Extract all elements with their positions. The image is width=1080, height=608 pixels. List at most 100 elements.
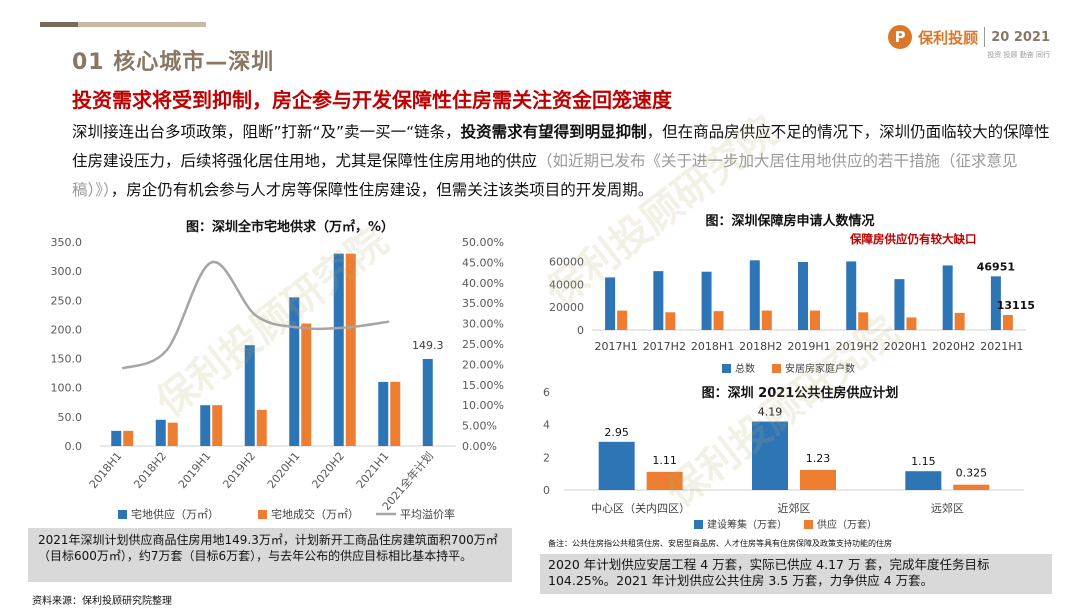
y-tick-label: 40000 — [549, 278, 584, 291]
headline: 投资需求将受到抑制，房企参与开发保障性住房需关注资金回笼速度 — [72, 88, 672, 112]
legend-label: 安居房家庭户数 — [785, 362, 855, 375]
bar-land-supply — [333, 253, 344, 446]
intro-paragraph: 深圳接连出台多项政策，阻断”打新“及”卖一买一“链条，投资需求有望得到明显抑制，… — [72, 123, 1050, 199]
y-tick-label: 2 — [543, 451, 550, 464]
public-housing-plan-chart: 0 2 4 6 2.95 1.11 中心区（关内四区） 4.19 1.23 近郊区 1.15 0.32… — [543, 386, 1024, 531]
y-left-tick-label: 200.0 — [51, 323, 83, 336]
note-left: 2021年深圳计划供应商品住房用地149.3万㎡，计划新开工商品住房建筑面积70… — [28, 528, 512, 582]
x-tick-label: 2019H1 — [176, 450, 214, 491]
bar-total-applicants — [701, 271, 712, 330]
bar-anju-households — [713, 311, 724, 330]
y-right-tick-label: 30.00% — [462, 318, 504, 331]
data-label: 2.95 — [604, 426, 629, 439]
logo-text: 保利投顾 — [918, 28, 979, 47]
legend-swatch-construction — [694, 520, 703, 529]
bar-total-applicants — [846, 261, 857, 330]
y-tick-label: 4 — [543, 419, 550, 432]
brand-logo: P 保利投顾 20 2021 投资 投顾 勤奋 同行 — [888, 22, 1050, 59]
y-left-tick-label: 50.0 — [58, 411, 83, 424]
bar-total-applicants — [894, 279, 905, 330]
note-right: 2020 年计划供应安居工程 4 万套，实际已供应 4.17 万 套，完成年度任… — [540, 554, 1052, 594]
y-left-tick-label: 150.0 — [51, 353, 83, 366]
data-label: 1.23 — [806, 452, 831, 465]
bar-land-supply — [155, 419, 166, 446]
legend-swatch-transaction — [258, 510, 267, 519]
land-supply-chart: 0.0 50.0 100.0 150.0 200.0 250.0 300.0 350.0 0.0… — [51, 236, 504, 521]
bar-land-transaction — [345, 253, 356, 446]
chart1-title: 图：深圳全市宅地供求（万㎡，%） — [185, 220, 395, 235]
x-tick-label: 2020H1 — [884, 340, 927, 353]
x-tick-label: 远郊区 — [931, 502, 964, 515]
legend-label: 平均溢价率 — [400, 507, 455, 521]
bar-land-supply — [200, 405, 211, 446]
data-label: 4.19 — [758, 406, 783, 419]
bar-total-applicants — [942, 265, 953, 330]
bar-land-supply — [378, 381, 389, 446]
x-tick-label: 2021H1 — [980, 340, 1023, 353]
y-right-tick-label: 10.00% — [462, 399, 504, 412]
x-tick-label: 近郊区 — [778, 502, 811, 515]
y-right-tick-label: 35.00% — [462, 297, 504, 310]
x-tick-label: 2019H2 — [836, 340, 879, 353]
chart2-title: 图：深圳保障房申请人数情况 — [705, 214, 875, 229]
bar-anju-households — [617, 310, 628, 330]
note-footnote: 备注：公共住房指公共租赁住房、安居型商品房、人才住房等具有住房保障及政策支持功能… — [548, 539, 892, 548]
bar-anju-households — [906, 317, 917, 330]
bar-supply — [953, 484, 990, 490]
y-left-tick-label: 100.0 — [51, 382, 83, 395]
bar-anju-households — [954, 312, 965, 330]
y-tick-label: 60000 — [549, 255, 584, 268]
bar-anju-households — [761, 310, 772, 330]
bar-land-supply — [244, 345, 255, 446]
housing-applicants-chart: 0 20000 40000 60000 2017H1 2017H2 2018H1 2018H2… — [549, 255, 1034, 375]
x-tick-label: 2020H2 — [309, 450, 347, 491]
x-tick-label: 中心区（关内四区） — [591, 501, 690, 515]
data-label: 1.15 — [911, 455, 936, 468]
legend-swatch-total — [722, 364, 731, 373]
chart2-annotation: 保障房供应仍有较大缺口 — [850, 232, 977, 246]
y-right-tick-label: 15.00% — [462, 379, 504, 392]
x-tick-label: 2020H1 — [265, 450, 303, 491]
legend-label: 总数 — [735, 362, 755, 375]
bar-construction — [752, 421, 788, 490]
y-tick-label: 6 — [543, 386, 550, 399]
data-label: 0.325 — [956, 467, 988, 480]
bar-land-transaction — [212, 405, 223, 446]
y-left-tick-label: 0.0 — [65, 440, 83, 453]
y-right-tick-label: 0.00% — [462, 440, 497, 453]
legend-label: 宅地成交（万㎡） — [271, 507, 359, 521]
bar-land-supply — [422, 358, 433, 446]
header-accent-bar — [40, 22, 78, 27]
x-tick-label: 2017H2 — [643, 340, 686, 353]
y-tick-label: 0 — [543, 484, 550, 497]
data-label: 149.3 — [412, 339, 444, 352]
x-tick-label: 2018H1 — [691, 340, 734, 353]
legend-swatch-supply — [118, 510, 127, 519]
legend-label: 建设筹集（万套） — [707, 518, 787, 531]
legend-swatch-supply — [804, 520, 813, 529]
y-left-tick-label: 250.0 — [51, 294, 83, 307]
y-tick-label: 0 — [577, 324, 584, 337]
bar-total-applicants — [605, 277, 616, 330]
data-label: 13115 — [997, 299, 1034, 312]
y-right-tick-label: 50.00% — [462, 236, 504, 249]
bar-total-applicants — [798, 262, 808, 330]
x-tick-label: 2021H1 — [354, 450, 392, 491]
line-premium-rate — [121, 260, 390, 370]
legend-swatch-anju — [772, 364, 781, 373]
chart3-title: 图：深圳 2021公共住房供应计划 — [701, 386, 899, 401]
x-tick-label: 2017H1 — [594, 340, 637, 353]
legend-label: 供应（万套） — [817, 518, 877, 531]
logo-divider — [984, 27, 986, 47]
logo-subtitle: 投资 投顾 勤奋 同行 — [987, 51, 1050, 59]
bar-land-supply — [111, 430, 122, 446]
bar-anju-households — [665, 312, 676, 330]
bar-anju-households — [1002, 315, 1013, 330]
bar-anju-households — [810, 310, 820, 330]
bar-total-applicants — [749, 260, 760, 330]
x-tick-label: 2020H2 — [932, 340, 975, 353]
y-left-tick-label: 300.0 — [51, 265, 83, 278]
y-tick-label: 20000 — [549, 301, 584, 314]
data-label: 46951 — [977, 260, 1015, 273]
bar-supply — [800, 469, 836, 490]
